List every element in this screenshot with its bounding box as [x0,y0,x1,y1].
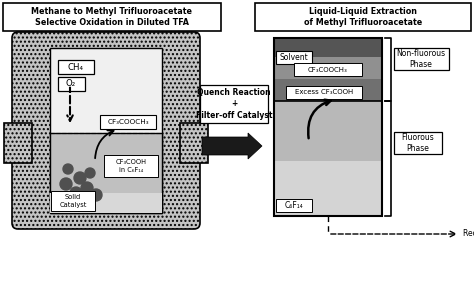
Text: CF₃COOCH₃: CF₃COOCH₃ [107,119,149,125]
Bar [100,115,156,129]
Bar [58,60,94,74]
Bar [18,38,194,223]
Bar [286,86,362,99]
Bar [180,123,208,163]
Bar [58,77,85,91]
Bar [274,38,382,57]
Bar [276,199,312,212]
Bar [50,193,162,213]
Bar [200,85,268,123]
Text: Methane to Methyl Trifluoroacetate
Selective Oxidation in Diluted TFA: Methane to Methyl Trifluoroacetate Selec… [31,7,192,27]
Bar [274,57,382,79]
Circle shape [85,168,95,178]
FancyBboxPatch shape [12,32,200,229]
Circle shape [74,172,86,184]
Text: O₂: O₂ [66,80,76,89]
FancyArrow shape [202,133,262,159]
Text: CF₃COOCH₃: CF₃COOCH₃ [308,67,348,72]
Text: Liquid-Liquid Extraction
of Methyl Trifluoroacetate: Liquid-Liquid Extraction of Methyl Trifl… [304,7,422,27]
Bar [104,155,158,177]
Text: Non-fluorous
Phase: Non-fluorous Phase [396,49,446,69]
Text: Fluorous
Phase: Fluorous Phase [401,133,434,153]
Bar [274,79,382,101]
Text: C₆F₁₄: C₆F₁₄ [284,201,303,210]
Circle shape [81,182,93,194]
Circle shape [70,187,82,199]
Bar [274,38,382,216]
Text: Solvent: Solvent [280,53,309,62]
Bar [50,133,162,213]
Bar [3,3,221,31]
Bar [51,191,95,211]
Text: Excess CF₃COOH: Excess CF₃COOH [295,90,353,96]
Bar [394,48,449,70]
Bar [276,51,312,64]
Bar [274,101,382,161]
Text: Quench Reaction
+
Filter-off Catalyst: Quench Reaction + Filter-off Catalyst [196,89,272,120]
Text: Recycle Solvent: Recycle Solvent [463,230,474,239]
Text: CH₄: CH₄ [68,62,84,71]
Bar [394,132,442,154]
Circle shape [63,164,73,174]
Text: CF₃COOH
in C₆F₁₄: CF₃COOH in C₆F₁₄ [116,159,146,173]
Circle shape [60,178,72,190]
Bar [50,48,162,213]
Bar [274,161,382,216]
Bar [294,63,362,76]
Text: Solid
Catalyst: Solid Catalyst [59,194,87,208]
Bar [255,3,471,31]
Circle shape [90,189,102,201]
Bar [4,123,32,163]
